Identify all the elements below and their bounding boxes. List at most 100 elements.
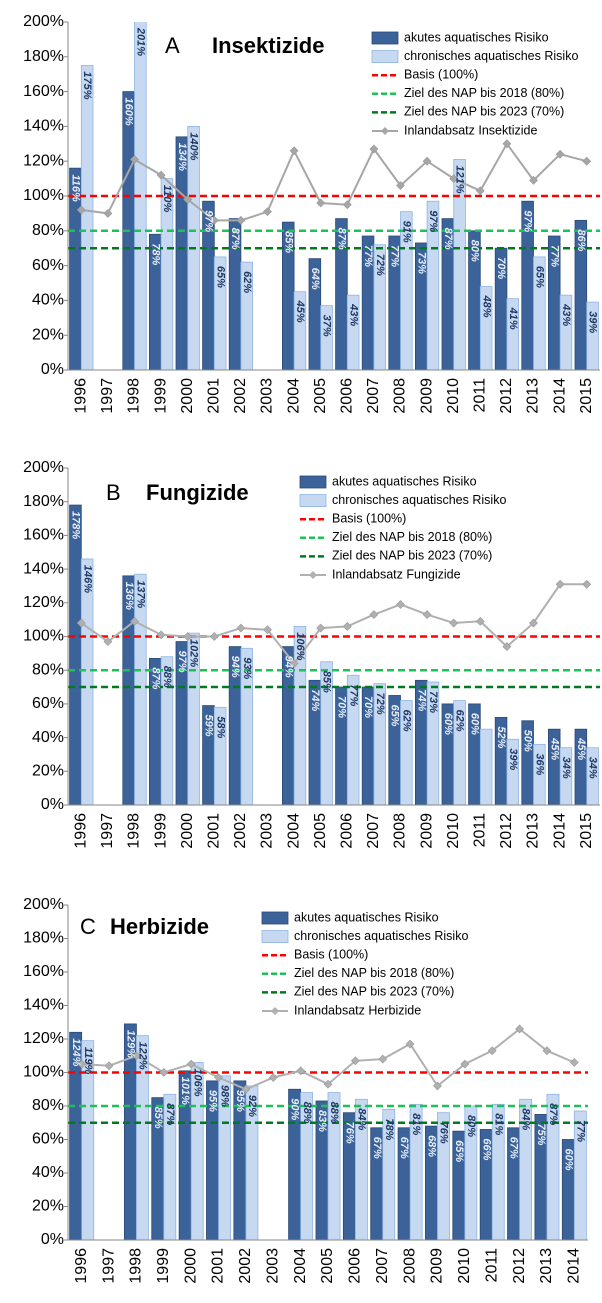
data-label: 77% [389, 245, 401, 267]
bar [453, 159, 466, 370]
legend-label: Basis (100%) [332, 511, 406, 525]
data-label: 78% [149, 243, 161, 265]
data-label: 122% [137, 1042, 149, 1070]
bar [335, 218, 348, 370]
chart-title: Insektizide [212, 33, 324, 58]
bar [533, 743, 546, 805]
data-label: 72% [374, 254, 386, 276]
bar [573, 1110, 587, 1240]
line-marker [186, 1059, 196, 1069]
bar [354, 1098, 368, 1240]
data-label: 87% [547, 1103, 559, 1125]
line-marker [460, 1059, 470, 1069]
line-marker [130, 155, 139, 164]
y-tick-label: 80% [32, 222, 64, 239]
bar [373, 244, 387, 370]
line-marker [183, 195, 193, 204]
data-label: 68% [426, 1135, 438, 1157]
legend-label: akutes aquatisches Risiko [294, 910, 439, 924]
bar [293, 625, 307, 805]
panel-letter: B [106, 480, 121, 505]
data-label: 88% [301, 1102, 313, 1124]
y-tick-label: 100% [23, 1064, 64, 1081]
y-tick-label: 40% [32, 292, 64, 309]
y-tick-label: 200% [23, 13, 64, 30]
x-tick-label: 1998 [126, 378, 143, 414]
data-label: 65% [389, 704, 401, 726]
x-tick-label: 2004 [292, 1248, 309, 1284]
y-tick-label: 100% [23, 628, 64, 645]
bar [546, 1093, 560, 1240]
y-tick-label: 180% [23, 493, 64, 510]
line-marker [475, 186, 485, 196]
x-tick-label: 2006 [339, 813, 356, 849]
y-tick-label: 60% [32, 257, 64, 274]
data-label: 121% [454, 165, 466, 193]
y-tick-label: 160% [23, 83, 64, 100]
data-label: 77% [548, 245, 560, 267]
legend-label: Ziel des NAP bis 2018 (80%) [294, 966, 454, 980]
line-marker [103, 208, 113, 218]
x-tick-label: 2011 [472, 378, 489, 413]
x-tick-label: 2000 [182, 1248, 199, 1284]
line-marker [241, 1084, 251, 1094]
y-tick-label: 140% [23, 997, 64, 1014]
legend-label: Ziel des NAP bis 2023 (70%) [404, 105, 564, 119]
bar [479, 728, 493, 805]
y-tick-label: 160% [23, 963, 64, 980]
line-marker [103, 637, 113, 646]
legend-label: Inlandabsatz Fungizide [332, 567, 461, 581]
y-tick-label: 60% [32, 695, 64, 712]
line-marker [487, 1046, 497, 1056]
data-label: 64% [309, 268, 321, 290]
x-tick-label: 2000 [179, 813, 196, 849]
x-tick-label: 2014 [551, 378, 568, 414]
line-marker [159, 1068, 169, 1077]
line-marker [183, 632, 193, 641]
line-marker [475, 616, 485, 626]
y-tick-label: 0% [41, 1231, 64, 1248]
x-tick-label: 1998 [128, 1248, 145, 1284]
line-marker [422, 156, 432, 166]
line-series [81, 141, 587, 222]
x-tick-label: 2011 [472, 813, 489, 848]
data-label: 45% [548, 737, 560, 760]
bar [293, 291, 307, 370]
x-tick-label: 1999 [152, 813, 169, 849]
data-label: 39% [507, 748, 519, 770]
y-tick-label: 120% [23, 1030, 64, 1047]
x-tick-label: 2007 [374, 1248, 391, 1284]
data-label: 73% [427, 691, 439, 713]
y-tick-label: 40% [32, 729, 64, 746]
data-label: 86% [575, 229, 587, 251]
line-marker [582, 156, 592, 166]
line-marker [350, 1056, 360, 1066]
data-label: 39% [587, 311, 599, 333]
legend-label: chronisches aquatisches Risiko [404, 49, 578, 63]
line-marker [449, 618, 459, 628]
data-label: 48% [480, 294, 492, 317]
data-label: 59% [203, 715, 215, 737]
legend-swatch [299, 494, 327, 508]
data-label: 43% [560, 303, 572, 326]
data-label: 62% [400, 710, 412, 732]
data-label: 80% [469, 240, 481, 262]
bar [320, 661, 333, 805]
data-label: 98% [219, 1085, 231, 1107]
data-label: 74% [309, 689, 321, 711]
y-tick-label: 80% [32, 661, 64, 678]
panel-letter: C [80, 914, 96, 939]
x-tick-label: 2011 [483, 1248, 500, 1283]
data-label: 95% [234, 1090, 246, 1112]
line-marker [405, 1039, 415, 1049]
line-marker [209, 632, 219, 641]
data-label: 77% [362, 245, 374, 267]
plot-area [68, 22, 600, 370]
legend-label: Ziel des NAP bis 2023 (70%) [332, 549, 492, 563]
data-label: 73% [415, 252, 427, 274]
x-tick-label: 2013 [538, 1248, 555, 1284]
data-label: 90% [289, 1098, 301, 1120]
bar [586, 301, 599, 370]
line-marker [433, 1081, 442, 1091]
x-tick-label: 2010 [456, 1248, 473, 1284]
